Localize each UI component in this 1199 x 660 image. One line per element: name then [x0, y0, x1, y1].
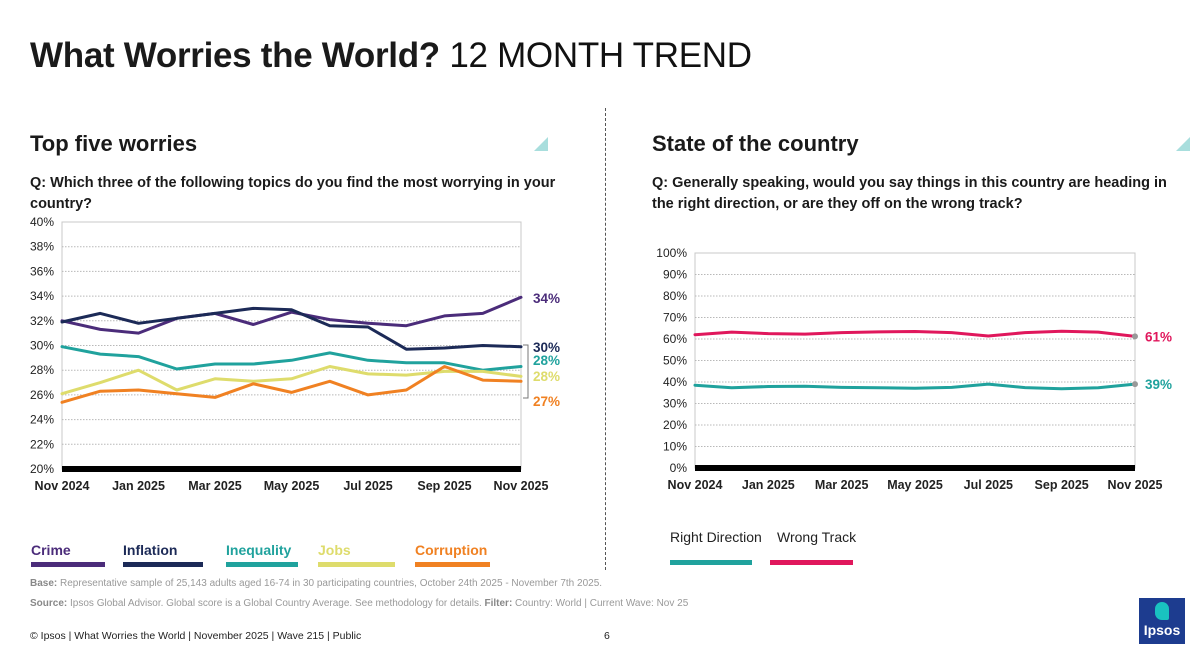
ipsos-logo: Ipsos	[1139, 598, 1185, 644]
end-label-bracket	[523, 344, 529, 399]
x-tick-label: May 2025	[887, 478, 943, 492]
y-tick-label: 24%	[30, 413, 54, 427]
y-tick-label: 26%	[30, 388, 54, 402]
legend-item-inflation: Inflation	[123, 542, 178, 558]
y-tick-label: 32%	[30, 314, 54, 328]
base-note-label: Base:	[30, 578, 58, 589]
legend-item-corruption: Corruption	[415, 542, 488, 558]
legend-item-right-direction: Right Direction	[670, 529, 762, 545]
legend-swatch-jobs	[318, 562, 395, 567]
legend-swatch-crime	[31, 562, 105, 567]
x-tick-label: Mar 2025	[815, 478, 869, 492]
y-tick-label: 20%	[663, 418, 687, 432]
legend-item-jobs: Jobs	[318, 542, 351, 558]
y-tick-label: 50%	[663, 354, 687, 368]
series-line-crime	[60, 295, 523, 335]
y-tick-label: 30%	[30, 339, 54, 353]
left-question: Q: Which three of the following topics d…	[30, 175, 556, 212]
y-tick-label: 100%	[656, 246, 687, 260]
end-label-inequality: 28%	[533, 353, 560, 368]
x-tick-label: Jul 2025	[343, 479, 392, 493]
y-tick-label: 80%	[663, 289, 687, 303]
x-tick-label: Jan 2025	[742, 478, 795, 492]
page-title: What Worries the World? 12 MONTH TREND	[30, 36, 752, 76]
source-note-text: Ipsos Global Advisor. Global score is a …	[67, 598, 485, 609]
y-tick-label: 30%	[663, 397, 687, 411]
end-label-corruption: 27%	[533, 394, 560, 409]
x-tick-label: Jan 2025	[112, 479, 165, 493]
logo-text: Ipsos	[1143, 622, 1181, 638]
end-label-inflation: 30%	[533, 340, 560, 355]
y-tick-label: 28%	[30, 363, 54, 377]
corner-accent-icon	[1176, 137, 1190, 151]
y-tick-label: 60%	[663, 332, 687, 346]
legend-swatch-inequality	[226, 562, 298, 567]
x-tick-label: Jul 2025	[964, 478, 1013, 492]
y-tick-label: 36%	[30, 264, 54, 278]
x-tick-label: Mar 2025	[188, 479, 242, 493]
series-line-wrong-track	[693, 329, 1137, 338]
legend-swatch-inflation	[123, 562, 203, 567]
base-note: Base: Representative sample of 25,143 ad…	[30, 578, 602, 589]
x-tick-label: Nov 2025	[1108, 478, 1163, 492]
page-title-main: What Worries the World?	[30, 36, 440, 75]
filter-note-label: Filter:	[484, 598, 513, 609]
y-tick-label: 90%	[663, 268, 687, 282]
series-end-dot-right-direction	[1132, 381, 1138, 388]
worries-chart: 20%22%24%26%28%30%32%34%36%38%40% Nov 20…	[30, 215, 560, 493]
series-line-inflation	[60, 306, 523, 351]
panel-divider	[605, 108, 606, 570]
x-tick-label: Nov 2024	[668, 478, 723, 492]
footer-text: © Ipsos | What Worries the World | Novem…	[30, 630, 362, 642]
y-tick-label: 40%	[663, 375, 687, 389]
series-end-dot-wrong-track	[1132, 333, 1138, 340]
source-note: Source: Ipsos Global Advisor. Global sco…	[30, 598, 688, 609]
country-direction-chart: 0% 10% 20% 30% 40% 50% 60% 70% 80% 90% 100% Nov 20…	[656, 246, 1172, 492]
y-tick-label: 10%	[663, 440, 687, 454]
left-section-title: Top five worries	[30, 131, 198, 156]
base-note-text: Representative sample of 25,143 adults a…	[57, 578, 603, 589]
legend-item-inequality: Inequality	[226, 542, 292, 558]
page-number: 6	[604, 630, 610, 642]
page-title-subtitle: 12 MONTH TREND	[449, 36, 752, 75]
logo-mark-icon	[1155, 602, 1169, 620]
y-tick-label: 40%	[30, 215, 54, 229]
end-label-jobs: 28%	[533, 369, 560, 384]
legend-swatch-wrong-track	[770, 560, 853, 565]
end-label-crime: 34%	[533, 291, 560, 306]
y-tick-label: 34%	[30, 289, 54, 303]
y-tick-label: 38%	[30, 240, 54, 254]
x-tick-label: Sep 2025	[1035, 478, 1089, 492]
end-label-right-direction: 39%	[1145, 377, 1172, 392]
end-label-wrong-track: 61%	[1145, 329, 1172, 344]
legend-swatch-corruption	[415, 562, 490, 567]
corner-accent-icon	[534, 137, 548, 151]
legend-item-wrong-track: Wrong Track	[777, 529, 857, 545]
series-line-right-direction	[693, 382, 1137, 391]
x-tick-label: Sep 2025	[417, 479, 471, 493]
y-tick-label: 22%	[30, 437, 54, 451]
y-tick-label: 70%	[663, 311, 687, 325]
right-section-title: State of the country	[652, 131, 859, 156]
y-tick-label: 0%	[670, 461, 688, 475]
series-line-inequality	[60, 345, 523, 372]
series-line-corruption	[60, 365, 523, 404]
x-tick-label: Nov 2025	[494, 479, 549, 493]
legend-item-crime: Crime	[31, 542, 71, 558]
right-question: Q: Generally speaking, would you say thi…	[652, 175, 1167, 212]
x-tick-label: Nov 2024	[35, 479, 90, 493]
source-note-label: Source:	[30, 598, 68, 609]
x-tick-label: May 2025	[264, 479, 320, 493]
y-tick-label: 20%	[30, 462, 54, 476]
legend-swatch-right-direction	[670, 560, 752, 565]
filter-note-text: Country: World | Current Wave: Nov 25	[512, 598, 689, 609]
series-line-jobs	[60, 365, 523, 396]
